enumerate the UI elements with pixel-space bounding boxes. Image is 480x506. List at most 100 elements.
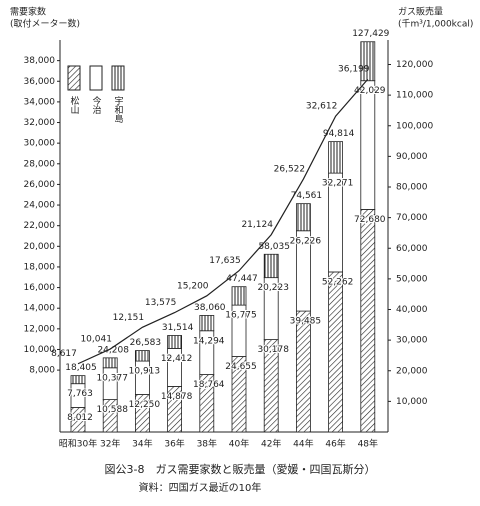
total-label: 31,514 <box>162 323 194 333</box>
legend-swatch <box>89 65 103 91</box>
y2-tick-label: 70,000 <box>396 213 428 223</box>
y-tick-label: 8,000 <box>29 366 55 376</box>
chart-title: 図公3-8 ガス需要家数と販売量（愛媛・四国瓦斯分） <box>105 462 376 476</box>
y-axis-title: (取付メーター数) <box>10 18 80 30</box>
data-label: 39,485 <box>290 317 322 327</box>
y-tick-label: 12,000 <box>24 324 56 334</box>
legend-label: 今治 <box>91 95 102 115</box>
bar-segment <box>70 375 86 385</box>
x-tick-label: 38年 <box>197 438 217 450</box>
y-tick-label: 28,000 <box>24 159 56 169</box>
legend-swatch <box>67 65 81 91</box>
bar-segment <box>328 271 344 433</box>
y2-tick-label: 40,000 <box>396 305 428 315</box>
y2-tick-label: 50,000 <box>396 274 428 284</box>
bar-segment <box>328 141 344 174</box>
line-label: 10,041 <box>80 335 112 345</box>
x-tick-label: 44年 <box>293 438 313 450</box>
x-tick-label: 34年 <box>132 438 152 450</box>
total-label: 127,429 <box>352 29 389 39</box>
bar-segment <box>231 286 247 306</box>
y-tick-label: 24,000 <box>24 201 56 211</box>
data-label: 72,680 <box>354 215 386 225</box>
bar-segment <box>295 203 311 232</box>
data-label: 12,412 <box>161 354 193 364</box>
x-tick-label: 42年 <box>261 438 281 450</box>
y-tick-label: 32,000 <box>24 118 56 128</box>
y-tick-label: 16,000 <box>24 283 56 293</box>
x-tick-label: 46年 <box>325 438 345 450</box>
line-label: 32,612 <box>306 102 338 112</box>
y-tick-label: 30,000 <box>24 139 56 149</box>
x-tick-label: 36年 <box>164 438 184 450</box>
legend-swatch <box>111 65 125 91</box>
data-label: 12,250 <box>129 400 161 410</box>
y2-tick-label: 10,000 <box>396 397 428 407</box>
data-label: 10,913 <box>129 367 161 377</box>
bar-segment <box>295 310 311 433</box>
y-tick-label: 22,000 <box>24 221 56 231</box>
y2-tick-label: 110,000 <box>396 91 433 101</box>
data-label: 26,226 <box>290 236 322 246</box>
y-tick-label: 14,000 <box>24 304 56 314</box>
total-label: 38,060 <box>194 303 226 313</box>
bar-segment <box>360 41 376 82</box>
y-axis-title: 需要家数 <box>10 6 46 18</box>
line-label: 8,617 <box>51 349 77 359</box>
bar-segment <box>360 209 376 433</box>
data-label: 10,377 <box>96 373 128 383</box>
total-label: 47,447 <box>226 274 258 284</box>
total-label: 58,035 <box>258 242 290 252</box>
y-tick-label: 38,000 <box>24 56 56 66</box>
y-tick-label: 26,000 <box>24 180 56 190</box>
data-label: 16,775 <box>225 311 257 321</box>
data-label: 7,763 <box>67 389 93 399</box>
data-label: 10,588 <box>96 405 128 415</box>
data-label: 52,262 <box>322 277 354 287</box>
y-tick-label: 36,000 <box>24 77 56 87</box>
line-label: 36,199 <box>338 65 370 75</box>
y2-tick-label: 80,000 <box>396 183 428 193</box>
data-label: 14,878 <box>161 392 193 402</box>
total-label: 74,561 <box>291 191 323 201</box>
legend-label: 宇和島 <box>113 95 124 124</box>
line-label: 26,522 <box>274 165 306 175</box>
source-note: 資料：四国ガス最近の10年 <box>139 481 262 494</box>
x-tick-label: 昭和30年 <box>59 438 97 450</box>
data-label: 24,655 <box>225 362 257 372</box>
y2-tick-label: 30,000 <box>396 336 428 346</box>
x-tick-label: 48年 <box>358 438 378 450</box>
x-tick-label: 32年 <box>100 438 120 450</box>
data-label: 20,223 <box>257 283 289 293</box>
bar-segment <box>360 80 376 210</box>
total-label: 24,208 <box>97 345 129 355</box>
total-label: 94,814 <box>323 129 355 139</box>
bar-segment <box>199 315 215 332</box>
data-label: 18,764 <box>193 380 225 390</box>
y-tick-label: 20,000 <box>24 242 56 252</box>
line-label: 13,575 <box>145 298 177 308</box>
line <box>77 78 369 365</box>
x-tick-label: 40年 <box>229 438 249 450</box>
line-label: 21,124 <box>241 220 273 230</box>
line-label: 12,151 <box>113 313 145 323</box>
data-label: 8,012 <box>67 413 93 423</box>
y2-axis-title: (千m³/1,000kcal) <box>398 19 473 30</box>
bar-segment <box>167 335 183 349</box>
legend-label: 松山 <box>69 95 80 114</box>
total-label: 26,583 <box>130 338 162 348</box>
y2-tick-label: 60,000 <box>396 244 428 254</box>
y2-tick-label: 20,000 <box>396 366 428 376</box>
y2-tick-label: 90,000 <box>396 152 428 162</box>
bar-segment <box>102 357 118 369</box>
y-tick-label: 10,000 <box>24 345 56 355</box>
y2-axis-title: ガス販売量 <box>398 6 443 18</box>
y-tick-label: 34,000 <box>24 97 56 107</box>
line-label: 15,200 <box>177 281 209 291</box>
y2-tick-label: 100,000 <box>396 121 433 131</box>
bar-segment <box>263 253 279 279</box>
data-label: 30,178 <box>257 345 289 355</box>
total-label: 18,405 <box>65 363 97 373</box>
y2-tick-label: 120,000 <box>396 60 433 70</box>
